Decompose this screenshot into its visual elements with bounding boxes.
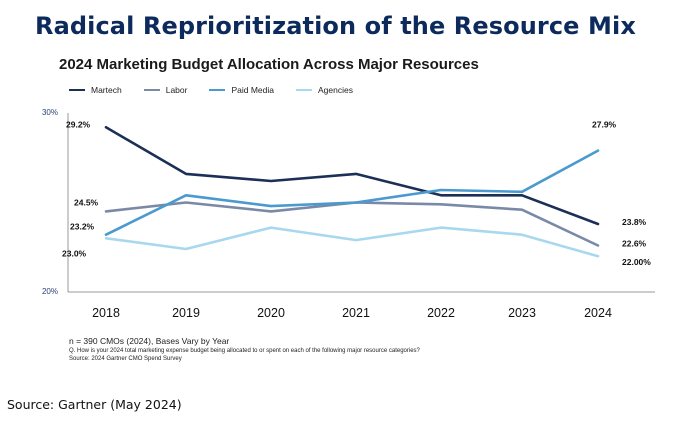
footnote-base: n = 390 CMOs (2024), Bases Vary by Year	[69, 336, 230, 346]
x-tick-label: 2023	[508, 306, 536, 320]
series-line-martech	[104, 126, 600, 226]
data-label: 22.00%	[622, 257, 651, 267]
footnote-question: Q. How is your 2024 total marketing expe…	[69, 348, 420, 354]
data-label: 22.6%	[622, 238, 647, 248]
y-tick-label: 30%	[42, 108, 58, 117]
legend-item-labor: Labor	[143, 85, 188, 95]
legend-swatch-labor	[143, 88, 160, 92]
legend-label-labor: Labor	[165, 85, 188, 95]
data-label: 23.8%	[622, 217, 647, 227]
legend-item-martech: Martech	[69, 85, 122, 95]
legend-label-paid-media: Paid Media	[231, 85, 274, 95]
chart-title: 2024 Marketing Budget Allocation Across …	[59, 56, 479, 73]
legend-swatch-paid-media	[209, 88, 226, 92]
data-label: 27.9%	[592, 120, 617, 130]
data-label: 23.0%	[62, 248, 87, 258]
data-label: 23.2%	[70, 222, 95, 232]
data-label: 24.5%	[74, 197, 99, 207]
legend-label-martech: Martech	[91, 85, 122, 95]
x-tick-label: 2019	[172, 306, 200, 320]
y-tick-label: 20%	[42, 287, 58, 296]
page-headline: Radical Reprioritization of the Resource…	[35, 12, 636, 40]
legend-label-agencies: Agencies	[318, 85, 353, 95]
x-tick-label: 2024	[584, 306, 612, 320]
legend-swatch-martech	[69, 88, 85, 92]
legend-swatch-agencies	[296, 88, 312, 92]
x-tick-label: 2020	[257, 306, 285, 320]
series-line-agencies	[104, 226, 600, 258]
x-tick-label: 2022	[427, 306, 455, 320]
x-tick-label: 2018	[92, 306, 120, 320]
footnote-source: Source: 2024 Gartner CMO Spend Survey	[69, 356, 182, 362]
legend-item-paid-media: Paid Media	[209, 85, 274, 95]
chart-legend: Martech Labor Paid Media Agencies	[69, 84, 375, 96]
legend-item-agencies: Agencies	[296, 85, 353, 95]
x-tick-label: 2021	[342, 306, 370, 320]
series-line-paid-media	[104, 149, 600, 236]
source-credit: Source: Gartner (May 2024)	[7, 397, 182, 412]
data-label: 29.2%	[66, 119, 91, 129]
